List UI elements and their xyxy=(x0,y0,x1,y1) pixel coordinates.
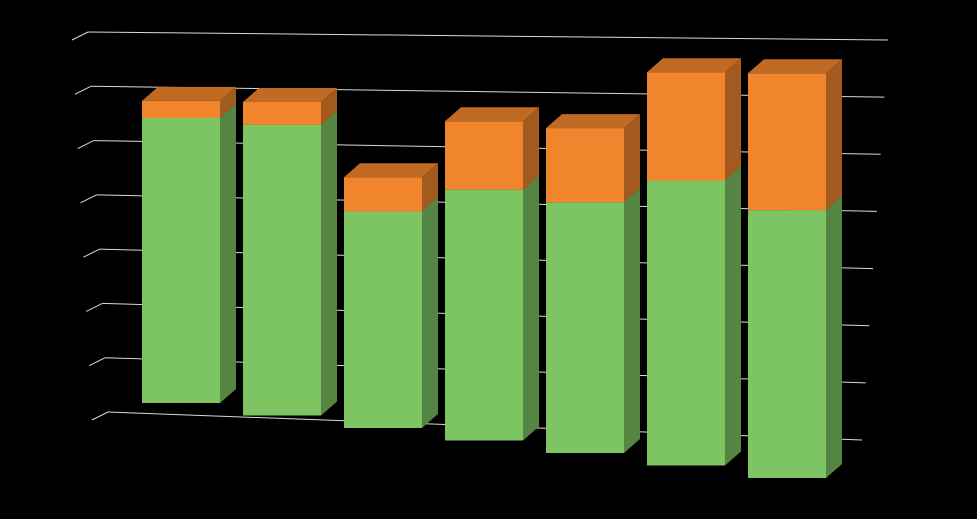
bar-side xyxy=(422,197,438,428)
bar-side xyxy=(523,175,539,441)
bar xyxy=(344,211,422,428)
tick-mark xyxy=(86,302,103,312)
bar xyxy=(647,180,725,466)
bar xyxy=(546,202,624,453)
bar xyxy=(142,100,220,118)
bar-side xyxy=(725,166,741,466)
bar xyxy=(142,118,220,403)
bar-side xyxy=(523,107,539,190)
bar xyxy=(243,124,321,416)
bar-top xyxy=(647,58,741,73)
bar xyxy=(344,177,422,212)
tick-mark xyxy=(77,140,94,150)
bar-top xyxy=(344,163,438,178)
grid-line xyxy=(87,31,889,41)
tick-mark xyxy=(71,31,89,41)
bar-side xyxy=(624,188,640,453)
bar-side xyxy=(624,114,640,203)
bar-side xyxy=(422,163,438,212)
bar-side xyxy=(725,58,741,181)
bar xyxy=(647,72,725,181)
bar-side xyxy=(220,104,236,403)
bar xyxy=(445,121,523,190)
bar xyxy=(748,73,826,211)
tick-mark xyxy=(91,411,109,421)
bar-top xyxy=(243,88,337,102)
tick-mark xyxy=(88,357,106,367)
bar-side xyxy=(220,86,236,118)
bar-side xyxy=(321,88,337,125)
bar-top xyxy=(142,86,236,101)
bar xyxy=(748,210,826,478)
tick-mark xyxy=(83,248,100,258)
bar-top xyxy=(748,59,842,74)
bar-side xyxy=(321,110,337,416)
bar-top xyxy=(546,114,640,129)
bar xyxy=(546,128,624,203)
bar xyxy=(243,102,321,125)
bar-side xyxy=(826,196,842,478)
tick-mark xyxy=(74,85,92,95)
tick-mark xyxy=(80,194,97,204)
bar-top xyxy=(445,107,539,122)
bar-side xyxy=(826,59,842,211)
bar xyxy=(445,189,523,441)
